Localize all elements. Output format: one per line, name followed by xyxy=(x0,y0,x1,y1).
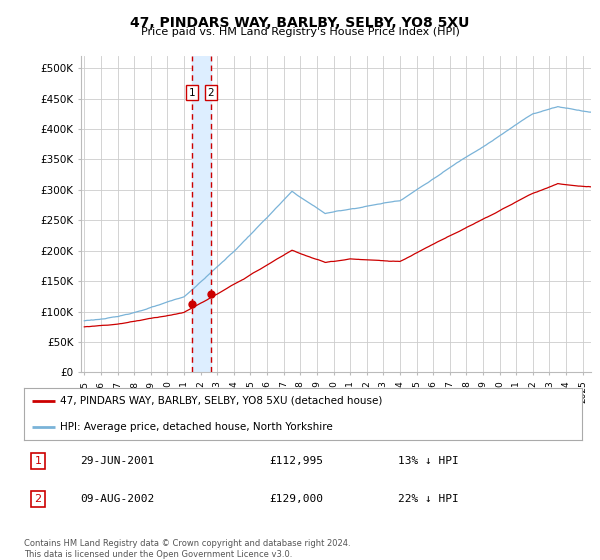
Text: 47, PINDARS WAY, BARLBY, SELBY, YO8 5XU: 47, PINDARS WAY, BARLBY, SELBY, YO8 5XU xyxy=(130,16,470,30)
Text: £112,995: £112,995 xyxy=(269,456,323,466)
Text: Contains HM Land Registry data © Crown copyright and database right 2024.
This d: Contains HM Land Registry data © Crown c… xyxy=(24,539,350,559)
Text: 2: 2 xyxy=(208,87,214,97)
Text: 47, PINDARS WAY, BARLBY, SELBY, YO8 5XU (detached house): 47, PINDARS WAY, BARLBY, SELBY, YO8 5XU … xyxy=(60,396,383,406)
Text: 09-AUG-2002: 09-AUG-2002 xyxy=(80,494,154,505)
Text: 1: 1 xyxy=(189,87,196,97)
Text: 29-JUN-2001: 29-JUN-2001 xyxy=(80,456,154,466)
Text: Price paid vs. HM Land Registry's House Price Index (HPI): Price paid vs. HM Land Registry's House … xyxy=(140,27,460,37)
Text: 13% ↓ HPI: 13% ↓ HPI xyxy=(398,456,458,466)
Bar xyxy=(192,56,211,372)
Text: £129,000: £129,000 xyxy=(269,494,323,505)
Text: 22% ↓ HPI: 22% ↓ HPI xyxy=(398,494,458,505)
Text: 1: 1 xyxy=(34,456,41,466)
Text: 2: 2 xyxy=(34,494,41,505)
Text: HPI: Average price, detached house, North Yorkshire: HPI: Average price, detached house, Nort… xyxy=(60,422,333,432)
